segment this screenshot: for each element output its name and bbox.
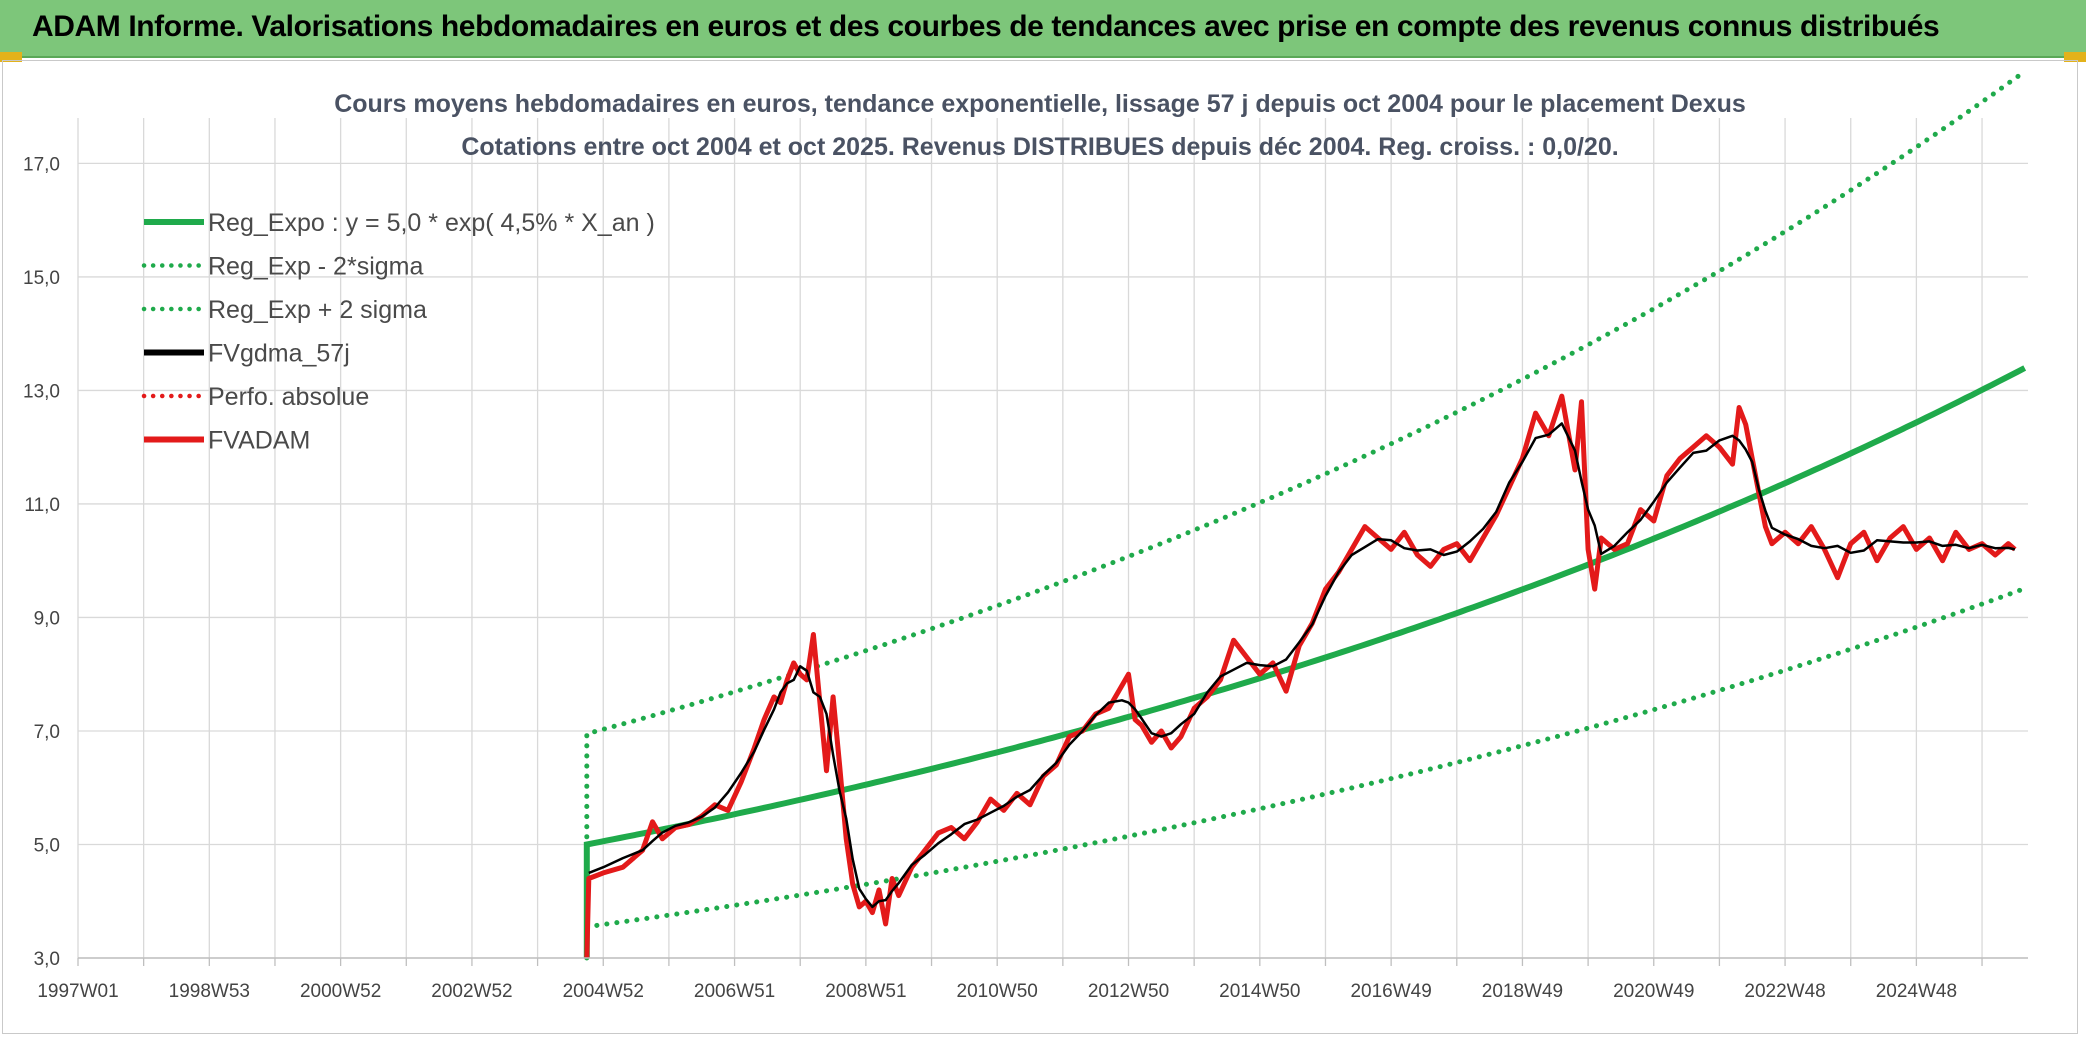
chart-frame — [2, 60, 2078, 1034]
axis-layer: 3,0 5,0 7,0 9,0 11,0 13,0 15,0 17,0 1997W01 1998W… — [23, 154, 2028, 1002]
y-tick-label: 7,0 — [34, 722, 60, 743]
chart-title: Cours moyens hebdomadaires en euros, ten… — [334, 90, 1746, 118]
legend-label: FVgdma_57j — [208, 340, 350, 368]
report-banner: ADAM Informe. Valorisations hebdomadaire… — [0, 0, 2086, 58]
corner-marker-right — [2064, 52, 2086, 62]
y-tick-label: 9,0 — [34, 608, 60, 629]
y-tick-label: 5,0 — [34, 835, 60, 856]
legend-label: Reg_Exp + 2 sigma — [208, 296, 427, 324]
x-tick-label: 2012W50 — [1088, 981, 1169, 1002]
x-tick-label: 2010W50 — [957, 981, 1038, 1002]
chart-subtitle: Cotations entre oct 2004 et oct 2025. Re… — [461, 133, 1618, 161]
x-tick-label: 1998W53 — [169, 981, 250, 1002]
regression-minus-2sigma-line — [584, 586, 2028, 930]
legend: Reg_Expo : y = 5,0 * exp( 4,5% * X_an ) R… — [141, 209, 655, 455]
y-tick-label: 17,0 — [23, 154, 60, 175]
corner-marker-left — [0, 52, 22, 62]
y-tick-label: 13,0 — [23, 381, 60, 402]
legend-label: Perfo. absolue — [208, 383, 369, 411]
x-tick-label: 2002W52 — [431, 981, 512, 1002]
x-tick-label: 2018W49 — [1482, 981, 1563, 1002]
fvgdma-57j-line — [588, 422, 2016, 909]
x-tick-label: 2006W51 — [694, 981, 775, 1002]
y-tick-label: 15,0 — [23, 268, 60, 289]
x-tick-label: 2020W49 — [1613, 981, 1694, 1002]
x-tick-label: 2024W48 — [1876, 981, 1957, 1002]
report-banner-title: ADAM Informe. Valorisations hebdomadaire… — [32, 10, 1940, 43]
grid-layer — [77, 118, 2028, 959]
x-tick-label: 2022W48 — [1744, 981, 1825, 1002]
x-tick-label: 2008W51 — [825, 981, 906, 1002]
regression-exponential-line — [583, 365, 2027, 958]
fvadam-line — [584, 393, 2017, 959]
legend-label: FVADAM — [208, 427, 310, 455]
y-tick-label: 3,0 — [34, 949, 60, 970]
x-tick-label: 2014W50 — [1219, 981, 1300, 1002]
legend-label: Reg_Expo : y = 5,0 * exp( 4,5% * X_an ) — [208, 209, 655, 237]
x-tick-label: 2016W49 — [1350, 981, 1431, 1002]
y-tick-label: 11,0 — [24, 495, 60, 516]
x-tick-label: 1997W01 — [37, 981, 118, 1002]
x-tick-label: 2000W52 — [300, 981, 381, 1002]
series-layer — [583, 69, 2028, 961]
regression-plus-2sigma-line — [584, 69, 2028, 961]
legend-label: Reg_Exp - 2*sigma — [208, 253, 423, 281]
x-tick-label: 2004W52 — [563, 981, 644, 1002]
